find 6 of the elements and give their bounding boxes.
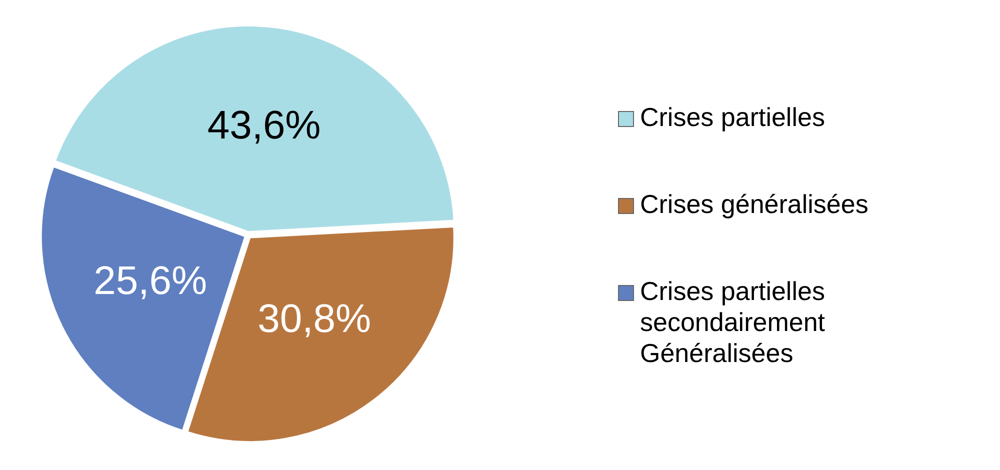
data-label: 25,6%: [94, 258, 208, 303]
legend-label: Crises partielles: [640, 102, 825, 132]
data-label: 43,6%: [207, 103, 321, 148]
data-label: 30,8%: [258, 297, 372, 342]
legend-label: Crises partielles secondairement Généralisées: [640, 276, 826, 368]
legend-label: Crises généralisées: [640, 188, 868, 220]
